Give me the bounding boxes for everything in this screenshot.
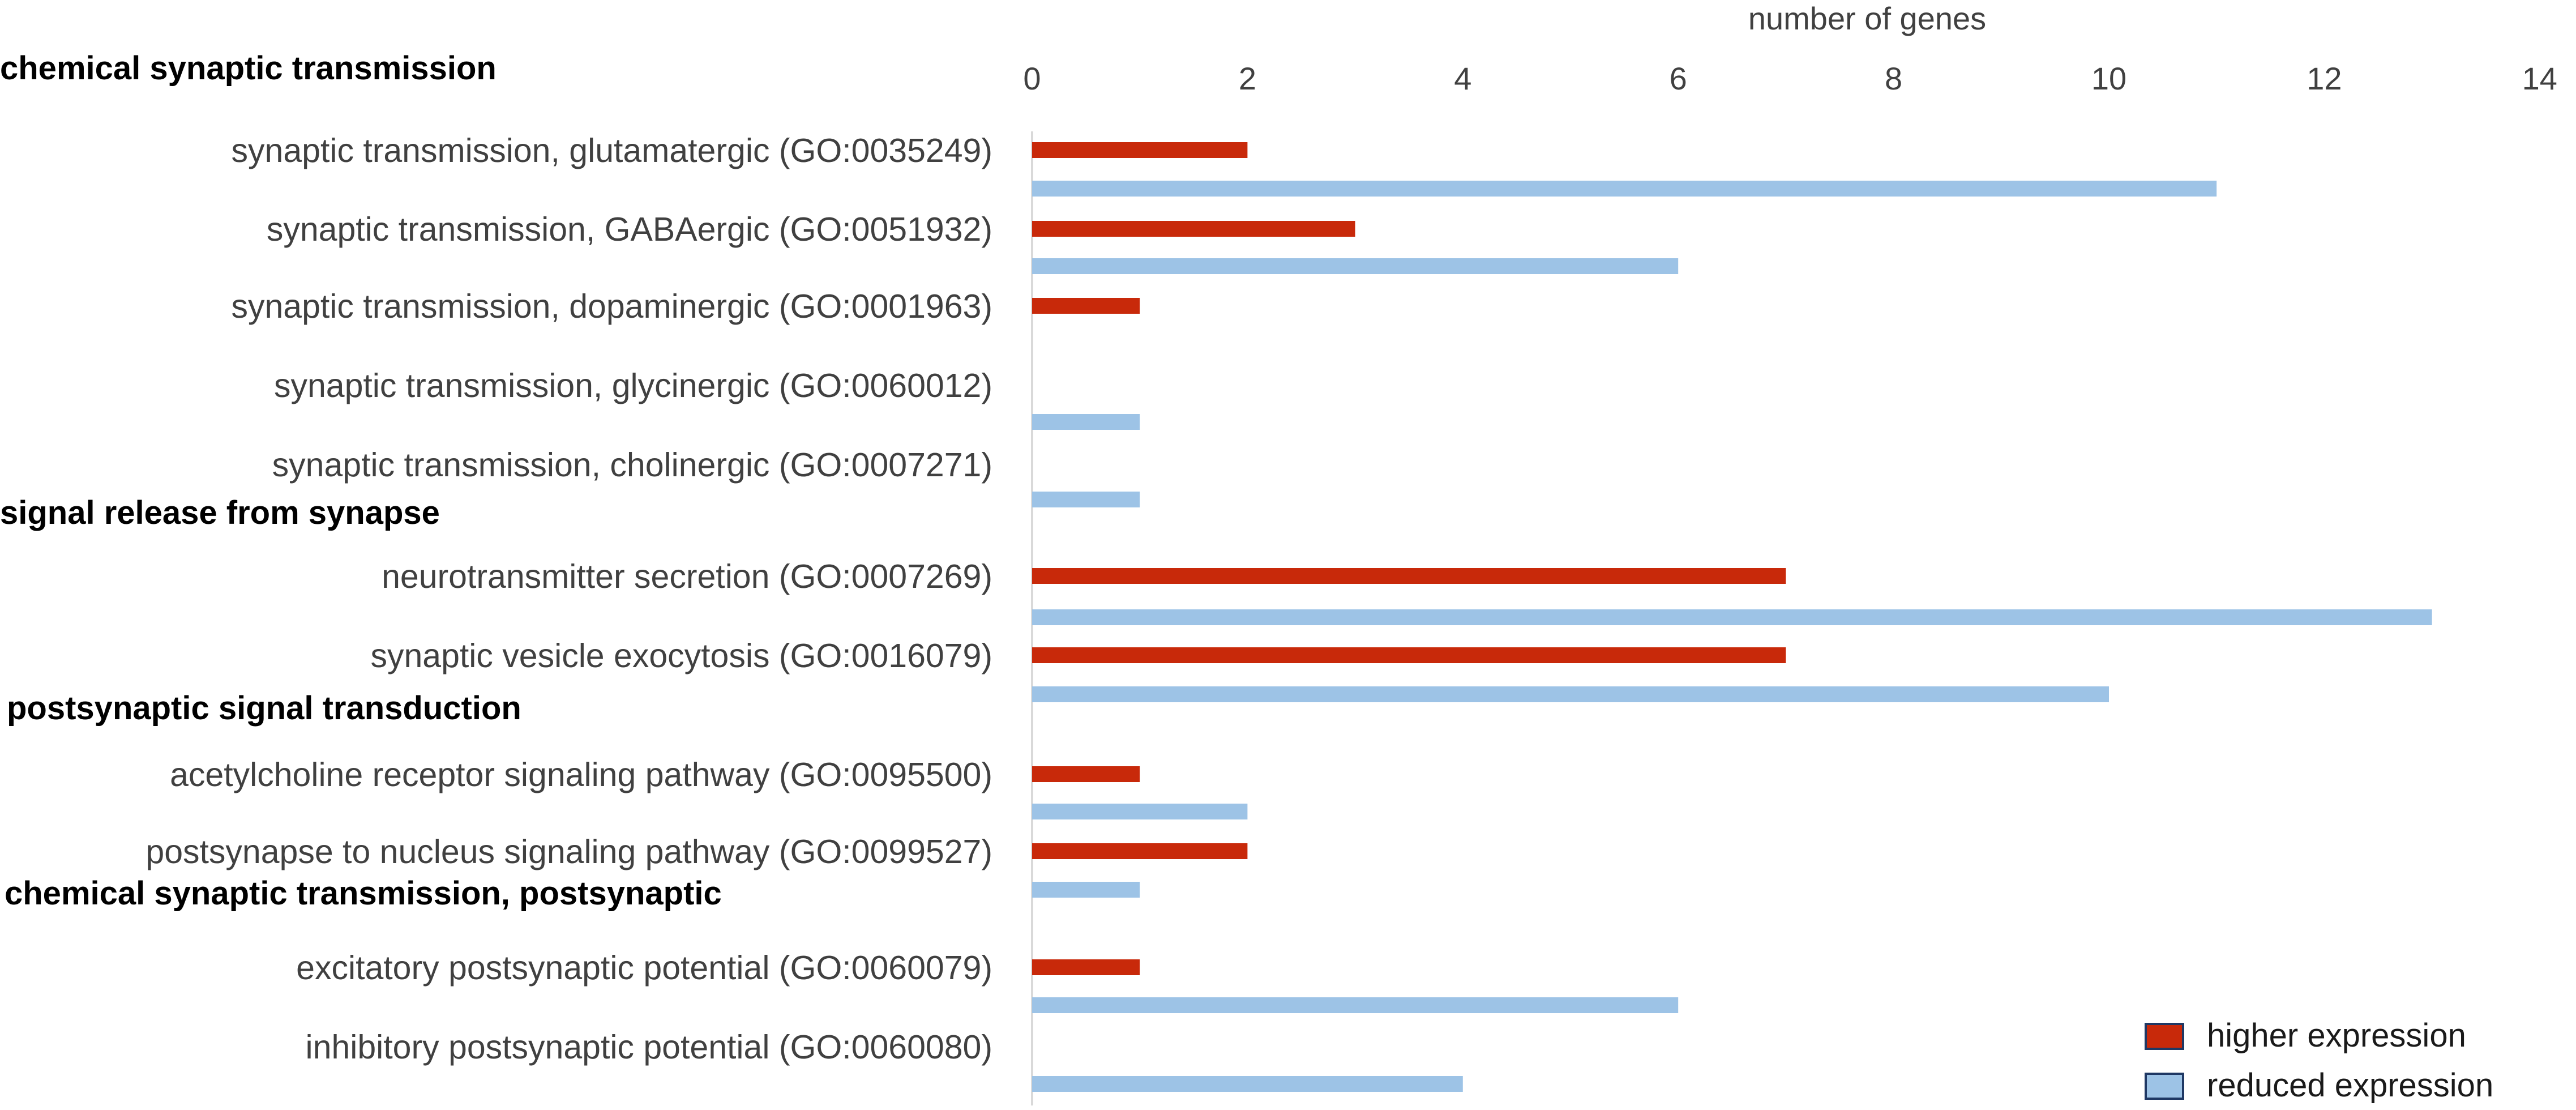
bar-higher-expression xyxy=(1032,959,1140,975)
group-label: chemical synaptic transmission xyxy=(0,50,497,87)
category-label: inhibitory postsynaptic potential (GO:00… xyxy=(306,1028,992,1066)
category-label: synaptic transmission, GABAergic (GO:005… xyxy=(267,211,992,248)
bars xyxy=(1032,142,2432,1092)
x-axis-title: number of genes xyxy=(1748,1,1986,36)
bar-reduced-expression xyxy=(1032,997,1679,1013)
x-tick-label: 10 xyxy=(2091,61,2126,96)
group-labels: chemical synaptic transmission signal rel… xyxy=(0,50,722,912)
bar-higher-expression xyxy=(1032,766,1140,782)
bar-reduced-expression xyxy=(1032,609,2432,625)
x-tick-label: 8 xyxy=(1885,61,1902,96)
category-label: excitatory postsynaptic potential (GO:00… xyxy=(296,949,992,987)
group-label: signal release from synapse xyxy=(0,494,440,531)
legend-swatch-higher-expression xyxy=(2145,1023,2184,1050)
x-tick-label: 2 xyxy=(1239,61,1256,96)
bar-higher-expression xyxy=(1032,843,1248,859)
bar-reduced-expression xyxy=(1032,258,1679,274)
bar-reduced-expression xyxy=(1032,686,2109,702)
group-label: postsynaptic signal transduction xyxy=(7,690,521,727)
legend: higher expression reduced expression xyxy=(2145,1017,2493,1104)
x-tick-label: 0 xyxy=(1023,61,1041,96)
bar-reduced-expression xyxy=(1032,414,1140,430)
legend-label-higher-expression: higher expression xyxy=(2207,1017,2466,1054)
x-tick-label: 14 xyxy=(2522,61,2557,96)
bar-higher-expression xyxy=(1032,142,1248,158)
category-label: synaptic transmission, glutamatergic (GO… xyxy=(232,132,993,169)
category-label: synaptic vesicle exocytosis (GO:0016079) xyxy=(370,637,992,674)
legend-label-reduced-expression: reduced expression xyxy=(2207,1067,2493,1104)
category-label: neurotransmitter secretion (GO:0007269) xyxy=(382,558,992,595)
category-label: synaptic transmission, cholinergic (GO:0… xyxy=(272,446,992,484)
bar-higher-expression xyxy=(1032,221,1355,237)
group-label: chemical synaptic transmission, postsyna… xyxy=(5,875,722,912)
bar-higher-expression xyxy=(1032,568,1786,584)
bar-reduced-expression xyxy=(1032,492,1140,507)
x-axis-ticks: 0 2 4 6 8 10 12 14 xyxy=(1023,61,2557,96)
category-label: synaptic transmission, glycinergic (GO:0… xyxy=(274,367,992,404)
x-tick-label: 12 xyxy=(2307,61,2342,96)
bar-reduced-expression xyxy=(1032,882,1140,898)
bar-reduced-expression xyxy=(1032,804,1248,819)
x-tick-label: 6 xyxy=(1670,61,1687,96)
category-label: postsynapse to nucleus signaling pathway… xyxy=(146,833,992,870)
legend-swatch-reduced-expression xyxy=(2145,1073,2184,1100)
category-label: acetylcholine receptor signaling pathway… xyxy=(170,756,992,793)
bar-higher-expression xyxy=(1032,647,1786,663)
category-labels: synaptic transmission, glutamatergic (GO… xyxy=(146,132,992,1066)
bar-higher-expression xyxy=(1032,298,1140,314)
bar-reduced-expression xyxy=(1032,181,2217,197)
category-label: synaptic transmission, dopaminergic (GO:… xyxy=(231,288,992,325)
x-tick-label: 4 xyxy=(1454,61,1471,96)
bar-reduced-expression xyxy=(1032,1076,1463,1092)
